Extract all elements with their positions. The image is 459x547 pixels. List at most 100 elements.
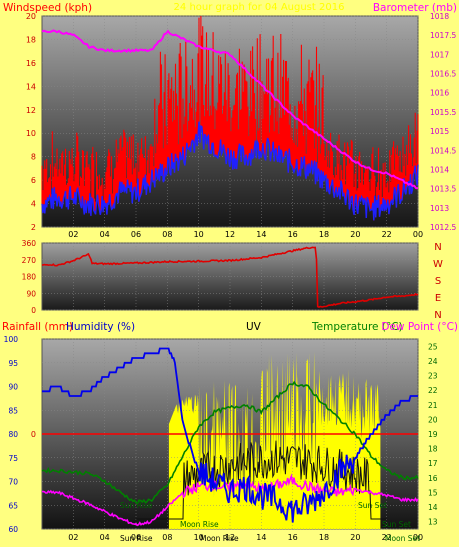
rainfall-tick-label: 0 <box>31 430 36 439</box>
barometer-tick-label: 1018 <box>430 12 449 21</box>
wind-axis-label: Windspeed (kph) <box>3 2 92 14</box>
wind-x-tick-label: 16 <box>288 230 298 239</box>
temperature-tick-label: 16 <box>428 474 438 483</box>
humidity-tick-label: 60 <box>8 525 18 534</box>
wind-tick-label: 14 <box>26 82 36 91</box>
wind-x-tick-label: 22 <box>382 230 392 239</box>
humidity-axis-label: Humidity (%) <box>66 321 135 333</box>
chart-annotation: Moon Rise <box>200 534 239 543</box>
wind-x-tick-label: 12 <box>225 230 235 239</box>
wind-x-tick-label: 02 <box>68 230 78 239</box>
wind-direction-series <box>41 246 419 308</box>
temperature-tick-label: 20 <box>428 415 438 424</box>
barometer-tick-label: 1013 <box>430 204 449 213</box>
wind-tick-label: 18 <box>26 35 36 44</box>
temperature-tick-label: 19 <box>428 430 438 439</box>
uv-axis-label: UV <box>246 321 262 333</box>
temp-x-tick-label: 02 <box>68 533 78 542</box>
temp-x-tick-label: 06 <box>131 533 141 542</box>
humidity-series <box>42 347 418 523</box>
barometer-tick-label: 1016.5 <box>430 70 456 79</box>
temperature-tick-label: 25 <box>428 342 438 351</box>
wind-x-tick-label: 14 <box>256 230 266 239</box>
humidity-tick-label: 70 <box>8 478 18 487</box>
temperature-series <box>41 380 419 505</box>
temperature-axis-label: Temperature (°C) <box>311 321 403 333</box>
direction-tick-label: 90 <box>26 289 36 298</box>
humidity-tick-label: 90 <box>8 383 18 392</box>
barometer-tick-label: 1017 <box>430 50 449 59</box>
temperature-tick-label: 22 <box>428 386 438 395</box>
compass-label: E <box>435 293 441 304</box>
temp-x-tick-label: 22 <box>382 533 392 542</box>
compass-label: N <box>434 242 441 253</box>
wind-chart: 201816141210864210181017.510171016.51016… <box>26 12 457 239</box>
wind-tick-label: 16 <box>26 59 36 68</box>
temperature-tick-label: 13 <box>428 518 438 527</box>
dewpoint-axis-label: Dew Point (°C) <box>381 321 458 333</box>
humidity-tick-label: 65 <box>8 501 18 510</box>
barometer-tick-label: 1015.5 <box>430 108 456 117</box>
compass-label: N <box>434 310 441 321</box>
barometer-tick-label: 1016 <box>430 89 449 98</box>
chart-annotation: Sun Set <box>358 501 387 510</box>
direction-tick-label: 180 <box>22 273 37 282</box>
humidity-tick-label: 75 <box>8 454 18 463</box>
wind-x-tick-label: 18 <box>319 230 329 239</box>
chart-annotation: Sun Set <box>382 520 411 529</box>
humidity-tick-label: 80 <box>8 430 18 439</box>
temperature-chart: 1009590858075706560252423222120191817161… <box>4 335 438 543</box>
direction-tick-label: 0 <box>31 306 36 315</box>
temperature-tick-label: 23 <box>428 372 438 381</box>
wind-tick-label: 20 <box>26 12 36 21</box>
temp-x-tick-label: 18 <box>319 533 329 542</box>
wind-x-tick-label: 00 <box>413 230 423 239</box>
temp-x-tick-label: 14 <box>256 533 266 542</box>
wind-gust-series <box>41 16 419 221</box>
chart-title: 24 hour graph for 04 August 2016 <box>174 2 345 13</box>
temperature-tick-label: 24 <box>428 357 438 366</box>
wind-tick-label: 8 <box>31 153 36 162</box>
humidity-tick-label: 95 <box>8 359 18 368</box>
barometer-tick-label: 1012.5 <box>430 223 456 232</box>
wind-tick-label: 6 <box>31 176 36 185</box>
temp-x-tick-label: 04 <box>100 533 110 542</box>
wind-x-tick-label: 06 <box>131 230 141 239</box>
temp-x-tick-label: 10 <box>194 533 204 542</box>
dewpoint-series <box>42 473 419 527</box>
barometer-tick-label: 1014 <box>430 165 449 174</box>
chart-annotation: Moon Set <box>385 534 420 543</box>
temp-x-tick-label: 00 <box>413 533 423 542</box>
chart-annotation: Moon Rise <box>180 520 219 529</box>
wind-tick-label: 10 <box>26 129 36 138</box>
wind-tick-label: 12 <box>26 106 36 115</box>
wind-x-tick-label: 10 <box>194 230 204 239</box>
direction-tick-label: 360 <box>22 239 37 248</box>
barometer-tick-label: 1013.5 <box>430 185 456 194</box>
rainfall-axis-label: Rainfall (mm) <box>2 321 73 333</box>
wind-x-tick-label: 08 <box>162 230 172 239</box>
wind-x-tick-label: 04 <box>100 230 110 239</box>
temperature-tick-label: 21 <box>428 401 438 410</box>
wind-x-tick-label: 20 <box>350 230 360 239</box>
compass-label: S <box>435 276 441 287</box>
barometer-series <box>41 29 419 190</box>
barometer-axis-label: Barometer (mb) <box>373 2 457 14</box>
temp-x-tick-label: 20 <box>350 533 360 542</box>
temp-x-tick-label: 12 <box>225 533 235 542</box>
temp-x-tick-label: 16 <box>288 533 298 542</box>
barometer-tick-label: 1017.5 <box>430 31 456 40</box>
temperature-tick-label: 15 <box>428 488 438 497</box>
barometer-tick-label: 1014.5 <box>430 146 456 155</box>
wind-average-series <box>41 121 419 221</box>
humidity-tick-label: 100 <box>4 335 19 344</box>
humidity-tick-label: 85 <box>8 406 18 415</box>
barometer-tick-label: 1015 <box>430 127 449 136</box>
compass-label: W <box>433 259 443 270</box>
chart-annotation: Sun Rise <box>120 501 153 510</box>
wind-tick-label: 2 <box>31 223 36 232</box>
wind-tick-label: 4 <box>31 200 36 209</box>
